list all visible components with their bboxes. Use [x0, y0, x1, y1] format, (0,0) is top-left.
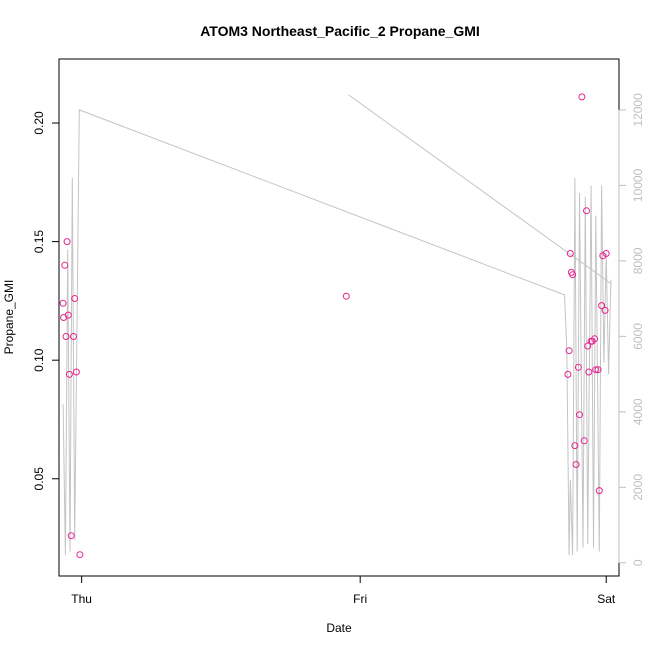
data-point	[59, 299, 67, 307]
data-point	[595, 487, 603, 495]
data-point	[64, 311, 72, 319]
data-point	[342, 292, 350, 300]
x-tick-label: Fri	[353, 592, 367, 606]
propane-points-layer	[59, 93, 610, 559]
data-point	[580, 437, 588, 445]
data-point	[598, 302, 606, 310]
x-axis-label: Date	[326, 621, 352, 635]
data-point	[571, 442, 579, 450]
altitude-series-line	[62, 94, 612, 556]
data-point	[594, 366, 602, 374]
y2-tick-label: 0	[631, 559, 645, 566]
data-point	[565, 347, 573, 355]
chart-title: ATOM3 Northeast_Pacific_2 Propane_GMI	[200, 23, 480, 39]
data-point	[578, 93, 586, 101]
data-point	[572, 461, 580, 468]
y-axis-label: Propane_GMI	[2, 280, 16, 355]
data-point	[62, 333, 70, 340]
x-tick-label: Thu	[71, 592, 92, 606]
y2-tick-label: 10000	[631, 168, 645, 202]
data-point	[588, 337, 596, 345]
data-point	[76, 551, 84, 559]
y2-tick-label: 4000	[631, 398, 645, 425]
data-point	[583, 207, 590, 215]
y2-tick-label: 8000	[631, 247, 645, 274]
axes-layer: Thu Fri Sat 0.05 0.10 0.15 0.20 0 2000 4000 6000 80…	[32, 93, 645, 606]
data-point	[576, 411, 583, 419]
data-point	[70, 333, 77, 340]
y2-tick-label: 12000	[631, 93, 645, 127]
data-point	[601, 306, 609, 314]
y-tick-label: 0.05	[32, 467, 46, 491]
y2-tick-label: 6000	[631, 323, 645, 350]
data-point	[602, 250, 610, 257]
altitude-line-layer	[62, 94, 612, 556]
y-tick-label: 0.15	[32, 230, 46, 254]
data-point	[564, 370, 572, 378]
data-point	[584, 342, 592, 350]
data-point	[585, 368, 593, 376]
data-point	[71, 295, 79, 302]
data-point	[65, 370, 73, 378]
data-point	[569, 271, 577, 279]
plot-frame	[58, 58, 620, 577]
y-tick-label: 0.10	[32, 348, 46, 372]
y-tick-label: 0.20	[32, 111, 46, 135]
data-point	[566, 250, 574, 257]
data-point	[72, 368, 80, 376]
data-point	[591, 335, 599, 343]
x-tick-label: Sat	[597, 592, 616, 606]
data-point	[61, 261, 69, 269]
data-point	[67, 532, 75, 540]
data-point	[63, 238, 71, 246]
data-point	[592, 366, 600, 374]
data-point	[574, 363, 582, 371]
y2-tick-label: 2000	[631, 474, 645, 501]
